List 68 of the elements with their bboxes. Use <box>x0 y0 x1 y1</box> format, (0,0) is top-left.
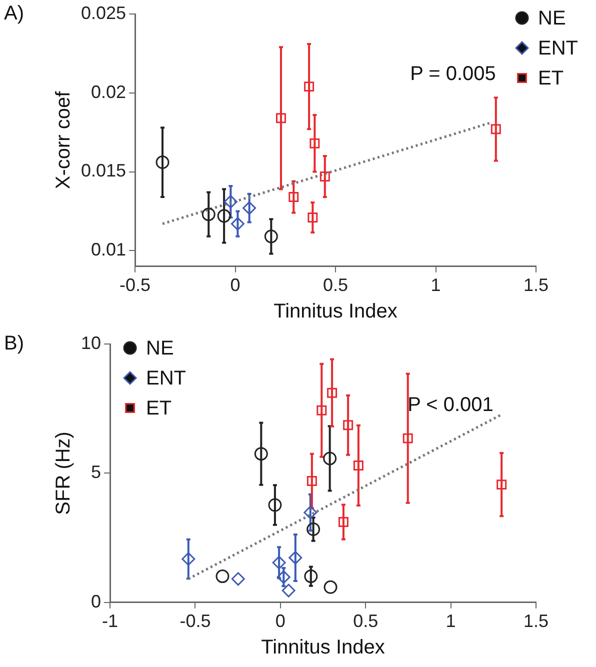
x-tick-label: 1.5 <box>523 275 549 296</box>
x-tick-label: -0.5 <box>120 275 151 296</box>
legend-label: NE <box>538 8 566 30</box>
chart-title: A) <box>4 2 24 25</box>
point <box>316 405 327 416</box>
point <box>276 570 290 584</box>
point <box>323 452 337 466</box>
point <box>202 208 216 222</box>
point <box>306 476 317 486</box>
x-tick-label: 0 <box>230 275 240 296</box>
x-axis-title: Tinnitus Index <box>274 300 398 323</box>
point <box>288 192 299 202</box>
point <box>276 113 286 124</box>
x-tick-label: -0.5 <box>180 611 211 632</box>
point <box>224 194 238 208</box>
point <box>324 580 338 594</box>
x-tick-label: -1 <box>102 611 118 632</box>
y-tick-label: 0.02 <box>90 82 126 102</box>
x-tick-label: 0.5 <box>323 275 348 296</box>
point <box>353 460 364 470</box>
x-tick-label: 1.5 <box>523 611 549 632</box>
x-tick-label: 1 <box>446 611 456 632</box>
legend-label: ENT <box>146 368 186 390</box>
legend-label: ET <box>538 68 564 90</box>
point <box>310 138 320 148</box>
point <box>254 447 268 461</box>
point <box>182 552 196 566</box>
y-tick-label: 0.025 <box>80 2 126 23</box>
annotation: P < 0.001 <box>408 394 494 416</box>
point <box>308 212 318 222</box>
point <box>217 209 231 223</box>
point <box>304 570 318 584</box>
x-axis-title: Tinnitus Index <box>261 636 385 659</box>
x-tick-label: 0.5 <box>353 611 378 632</box>
point <box>264 230 278 244</box>
y-axis-title: SFR (Hz) <box>52 432 75 515</box>
y-tick-label: 10 <box>80 332 102 353</box>
chart-title: B) <box>4 332 24 355</box>
point <box>230 217 244 231</box>
y-tick-label: 0.015 <box>80 160 126 181</box>
legend-label: ET <box>146 398 172 420</box>
point <box>216 570 230 584</box>
point <box>496 480 507 490</box>
x-tick-label: 0 <box>275 611 286 632</box>
point <box>272 556 286 570</box>
point <box>327 388 338 398</box>
point <box>304 506 318 520</box>
point <box>402 433 413 444</box>
x-tick-label: 1 <box>430 275 441 296</box>
y-axis-title: X-corr coef <box>52 90 75 190</box>
point <box>288 550 302 564</box>
point <box>304 82 314 92</box>
point <box>231 572 245 586</box>
legend-label: NE <box>146 338 174 360</box>
point <box>242 201 256 215</box>
point <box>343 420 354 430</box>
y-tick-label: 0.01 <box>90 240 126 260</box>
legend-label: ENT <box>538 38 578 60</box>
point <box>156 156 170 170</box>
point <box>338 517 348 528</box>
annotation: P = 0.005 <box>410 62 496 85</box>
point <box>490 124 501 134</box>
point <box>320 171 330 182</box>
point <box>282 584 296 598</box>
y-tick-label: 5 <box>91 462 102 482</box>
y-tick-label: 0 <box>91 591 102 612</box>
point <box>268 498 282 512</box>
point <box>306 522 320 536</box>
